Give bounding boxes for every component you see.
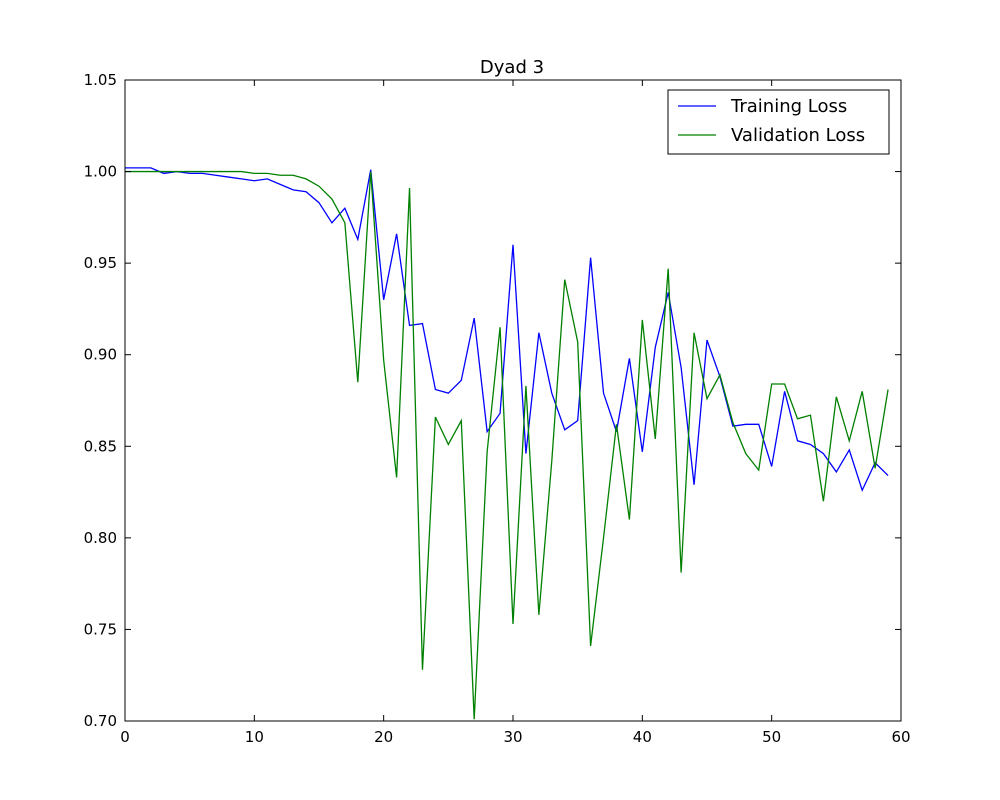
y-tick-label: 0.85 (84, 437, 117, 455)
y-tick-label: 0.80 (84, 529, 117, 547)
legend-box (667, 89, 890, 155)
x-tick-label: 40 (633, 728, 652, 746)
legend: Training Loss Validation Loss (667, 89, 890, 155)
x-tick-label: 0 (120, 728, 130, 746)
x-tick-label: 20 (374, 728, 393, 746)
y-tick-label: 0.75 (84, 620, 117, 638)
x-axis: 0 10 20 30 40 50 60 (120, 80, 911, 746)
series-line-training-loss (125, 167, 889, 493)
plot-area (125, 167, 889, 720)
y-tick-label: 0.95 (84, 254, 117, 272)
x-tick-label: 30 (503, 728, 522, 746)
y-tick-label: 1.05 (84, 71, 117, 89)
legend-label: Validation Loss (731, 125, 865, 146)
y-tick-label: 0.70 (84, 712, 117, 730)
series-line-validation-loss (125, 170, 889, 720)
x-tick-label: 50 (762, 728, 781, 746)
x-tick-label: 10 (245, 728, 264, 746)
legend-label: Training Loss (730, 96, 847, 117)
y-tick-label: 0.90 (84, 346, 117, 364)
y-axis: 0.70 0.75 0.80 0.85 0.90 0.95 1.00 1.05 (84, 71, 901, 730)
x-tick-label: 60 (891, 728, 910, 746)
chart-title: Dyad 3 (480, 57, 544, 78)
plot-frame (124, 79, 902, 722)
y-tick-label: 1.00 (84, 163, 117, 181)
